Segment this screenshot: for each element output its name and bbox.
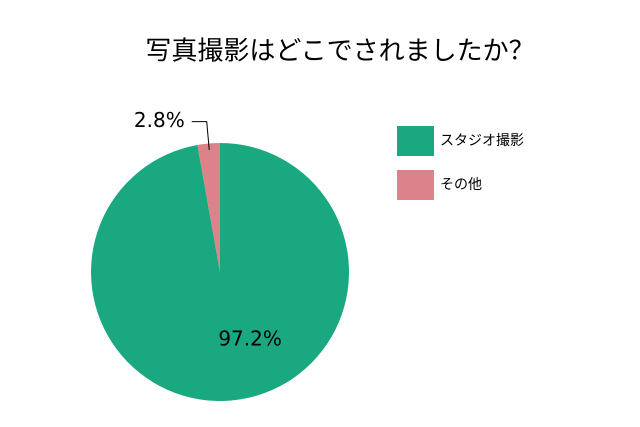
pie-slice (197, 143, 220, 272)
chart-title: 写真撮影はどこでされましたか？ (145, 37, 534, 67)
data-label: 2.8% (134, 108, 185, 132)
pie-slice (90, 143, 349, 402)
legend-label: その他 (440, 177, 482, 193)
legend-swatch (397, 126, 434, 156)
legend-swatch (397, 170, 434, 200)
data-label: 97.2% (218, 326, 282, 350)
legend-label: スタジオ撮影 (440, 132, 524, 149)
leader-line (191, 121, 210, 150)
